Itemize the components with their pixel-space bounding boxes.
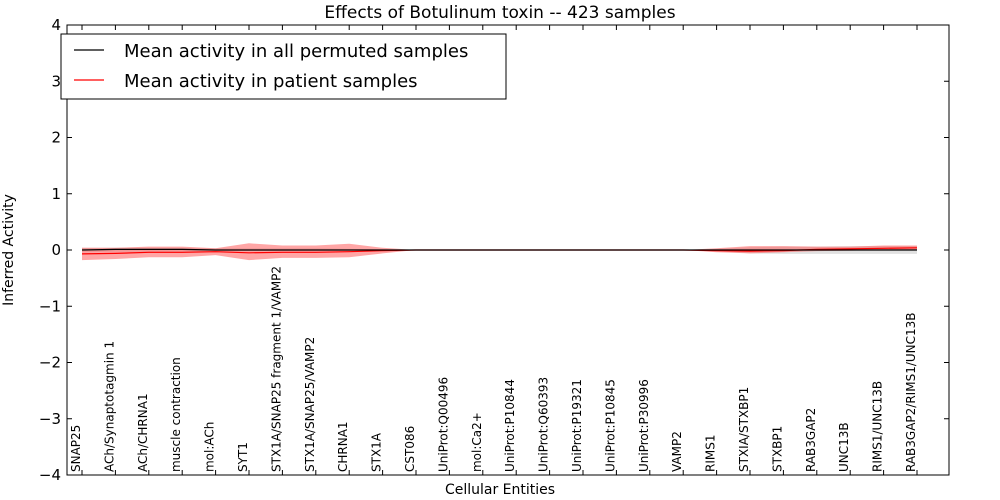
category-label: UniProt:Q60393 (537, 377, 551, 472)
series-lines (81, 247, 918, 255)
chart-title: Effects of Botulinum toxin -- 423 sample… (324, 3, 675, 23)
category-label: RAB3GAP2 (804, 408, 818, 472)
category-label: CHRNA1 (336, 421, 350, 472)
permuted-mean-line (81, 248, 917, 251)
category-label: UniProt:P10845 (603, 379, 617, 472)
patient-band (82, 243, 917, 261)
category-label: CST086 (403, 426, 417, 472)
y-tick-label: 2 (51, 129, 61, 147)
legend-label-permuted: Mean activity in all permuted samples (124, 41, 468, 62)
category-labels: SNAP25 ACh/Synaptotagmin 1 ACh/CHRNA1 muscl… (69, 25, 918, 475)
category-label: muscle contraction (169, 357, 183, 472)
x-axis-label: Cellular Entities (445, 482, 555, 498)
y-axis-label: Inferred Activity (1, 194, 17, 306)
category-label: RIMS1 (704, 435, 718, 472)
category-label: mol:ACh (203, 422, 217, 472)
category-label: UniProt:P10844 (503, 379, 517, 472)
y-tick-label: −3 (39, 410, 61, 428)
category-label: ACh/Synaptotagmin 1 (102, 341, 116, 472)
legend-box (60, 33, 507, 100)
y-tick-label: −1 (39, 297, 61, 315)
legend-label-patient: Mean activity in patient samples (124, 71, 418, 92)
category-label: mol:Ca2+ (470, 412, 484, 472)
plot-frame (66, 24, 950, 476)
category-label: STXIA/STXBP1 (737, 387, 751, 472)
y-tick-label: −2 (39, 354, 61, 372)
category-label: UniProt:Q00496 (436, 377, 450, 472)
y-tick-label: 0 (51, 241, 61, 259)
category-label: UniProt:P19321 (570, 379, 584, 472)
y-axis: −4 −3 −2 −1 0 1 2 3 4 (39, 16, 949, 484)
category-label: ACh/CHRNA1 (136, 393, 150, 472)
category-label: VAMP2 (670, 431, 684, 472)
category-label: STX1A/SNAP25 fragment 1/VAMP2 (269, 266, 283, 472)
category-label: UNC13B (837, 422, 851, 472)
category-label: STX1A/SNAP25/VAMP2 (303, 337, 317, 472)
category-label: STXBP1 (770, 426, 784, 472)
category-label: RAB3GAP2/RIMS1/UNC13B (904, 312, 918, 472)
category-label: SYT1 (236, 442, 250, 472)
category-label: UniProt:P30996 (637, 379, 651, 472)
legend: Mean activity in all permuted samples Me… (60, 33, 507, 100)
y-tick-label: 3 (51, 72, 61, 90)
y-tick-label: 1 (51, 185, 61, 203)
y-tick-label: 4 (51, 16, 61, 34)
y-tick-label: −4 (39, 466, 61, 484)
category-label: RIMS1/UNC13B (871, 381, 885, 472)
category-label: SNAP25 (69, 425, 83, 472)
category-label: STX1A (370, 432, 384, 472)
